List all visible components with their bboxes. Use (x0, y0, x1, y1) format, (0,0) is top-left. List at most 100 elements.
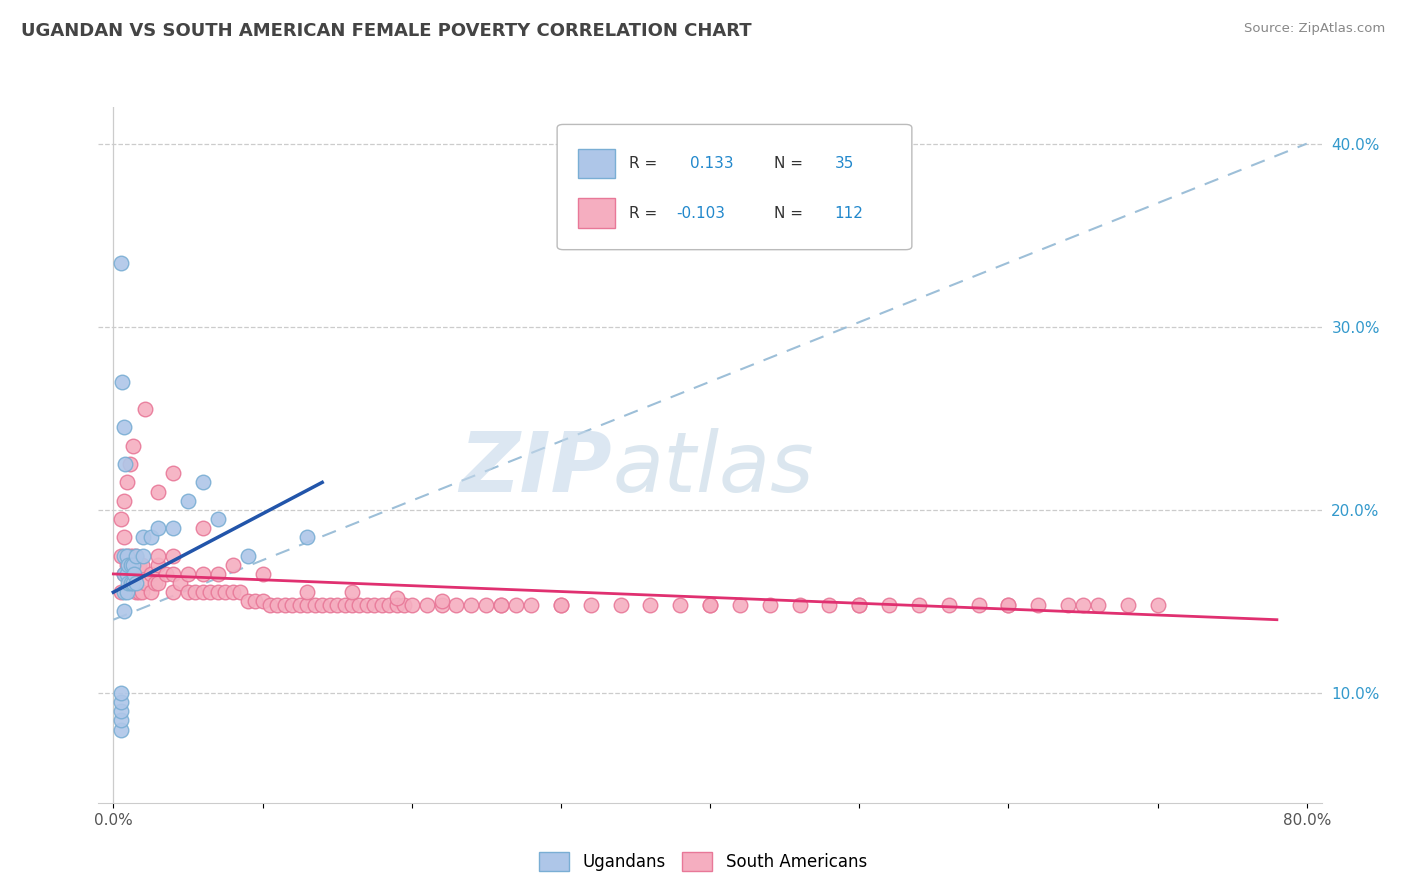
Text: N =: N = (773, 205, 807, 220)
Point (446, 598, 468, 612)
Point (177, 585, 200, 599)
Point (252, 566, 274, 581)
Point (121, 558, 143, 572)
Point (111, 375, 134, 389)
Point (117, 576, 139, 591)
Point (207, 512, 229, 526)
Point (134, 576, 156, 591)
Point (115, 585, 138, 599)
Point (131, 558, 153, 572)
Point (139, 585, 162, 599)
Text: R =: R = (630, 156, 662, 171)
Point (997, 598, 1019, 612)
Point (318, 598, 340, 612)
Point (112, 566, 135, 581)
Point (169, 576, 191, 591)
Point (191, 475, 214, 490)
Text: 0.133: 0.133 (690, 156, 734, 171)
Point (112, 603, 135, 617)
Point (191, 585, 214, 599)
Point (125, 585, 148, 599)
Point (207, 585, 229, 599)
Point (1026, 598, 1049, 612)
Point (112, 549, 135, 563)
Point (125, 549, 148, 563)
Point (1087, 598, 1109, 612)
Point (243, 594, 266, 608)
Point (967, 598, 990, 612)
Point (550, 598, 572, 612)
Point (112, 493, 135, 508)
Point (207, 566, 229, 581)
Point (789, 598, 811, 612)
Point (758, 598, 780, 612)
Point (266, 598, 288, 612)
Point (131, 585, 153, 599)
Point (214, 585, 236, 599)
Point (112, 420, 135, 434)
Bar (578, 149, 614, 178)
Point (356, 598, 378, 612)
Point (333, 598, 356, 612)
Point (120, 558, 142, 572)
Point (125, 549, 148, 563)
Point (114, 457, 136, 471)
Point (146, 521, 169, 535)
Point (221, 558, 243, 572)
Point (132, 549, 155, 563)
Point (177, 493, 200, 508)
Point (112, 566, 135, 581)
Bar (578, 198, 614, 227)
Point (191, 566, 214, 581)
Point (297, 598, 319, 612)
Point (162, 467, 184, 481)
Point (236, 594, 259, 608)
Point (112, 530, 135, 544)
Point (385, 591, 408, 605)
Point (110, 714, 132, 728)
Point (125, 576, 148, 591)
Point (669, 598, 692, 612)
Point (505, 598, 527, 612)
Point (848, 598, 870, 612)
Point (326, 598, 349, 612)
Point (110, 686, 132, 700)
Text: N =: N = (773, 156, 807, 171)
Text: -0.103: -0.103 (676, 205, 724, 220)
Point (128, 585, 150, 599)
Text: Source: ZipAtlas.com: Source: ZipAtlas.com (1244, 22, 1385, 36)
Point (394, 598, 416, 612)
Point (115, 475, 138, 490)
Point (385, 598, 408, 612)
Point (110, 255, 132, 269)
Point (728, 598, 751, 612)
Point (146, 484, 169, 499)
Point (274, 598, 297, 612)
Point (146, 576, 169, 591)
Point (115, 566, 138, 581)
Point (121, 576, 143, 591)
Text: R =: R = (630, 205, 662, 220)
Point (908, 598, 931, 612)
Text: atlas: atlas (612, 428, 814, 509)
Point (134, 402, 156, 417)
Legend: Ugandans, South Americans: Ugandans, South Americans (530, 843, 876, 880)
Point (162, 549, 184, 563)
Point (378, 598, 401, 612)
Point (349, 598, 371, 612)
Point (146, 558, 169, 572)
Point (162, 585, 184, 599)
Point (115, 549, 138, 563)
Point (877, 598, 900, 612)
Point (110, 695, 132, 709)
Point (460, 598, 482, 612)
Point (848, 598, 870, 612)
Point (609, 598, 631, 612)
Point (121, 439, 143, 453)
Point (520, 598, 543, 612)
Text: ZIP: ZIP (460, 428, 612, 509)
Point (121, 549, 143, 563)
Point (297, 585, 319, 599)
Point (128, 558, 150, 572)
Point (311, 598, 333, 612)
